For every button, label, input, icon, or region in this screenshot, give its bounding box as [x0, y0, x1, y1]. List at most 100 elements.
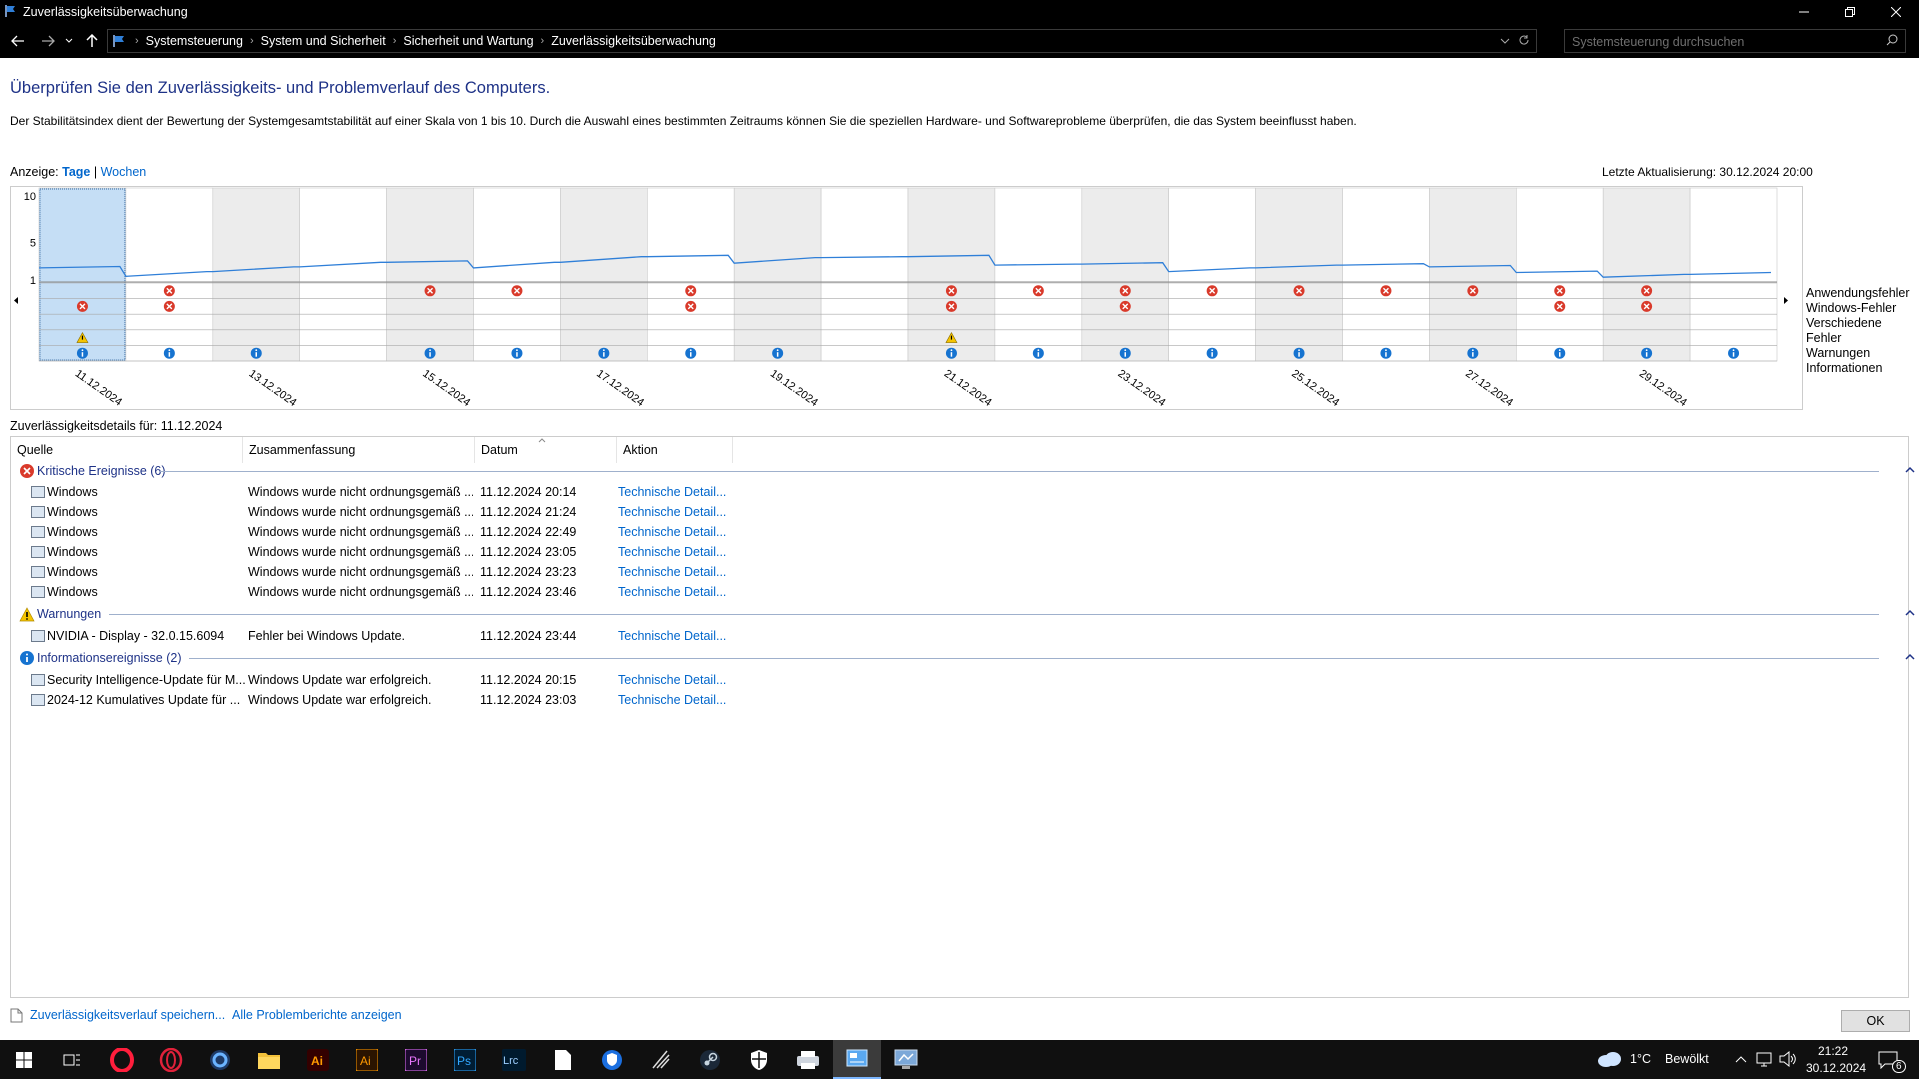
group-critical[interactable]: Kritische Ereignisse (6) [19, 462, 1915, 480]
taskbar-illustrator-dark[interactable]: Ai [294, 1040, 342, 1079]
collapse-icon[interactable] [1905, 652, 1915, 662]
taskbar-illustrator[interactable]: Ai [343, 1040, 391, 1079]
network-icon[interactable] [1756, 1052, 1774, 1067]
column-summary[interactable]: Zusammenfassung [243, 437, 475, 463]
address-dropdown-button[interactable] [1500, 35, 1510, 49]
taskbar-printer-app[interactable] [784, 1040, 832, 1079]
taskbar-opera-gx[interactable] [98, 1040, 146, 1079]
view-weeks-link[interactable]: Wochen [100, 165, 147, 179]
technical-details-link[interactable]: Technische Detail... [618, 629, 727, 643]
taskbar-premiere[interactable]: Pr [392, 1040, 440, 1079]
group-info[interactable]: Informationsereignisse (2) [19, 649, 1915, 667]
address-box[interactable]: › Systemsteuerung › System und Sicherhei… [107, 29, 1537, 53]
breadcrumb: › Systemsteuerung › System und Sicherhei… [112, 30, 716, 52]
notification-icon[interactable] [1878, 1051, 1898, 1069]
table-row[interactable]: Windows Windows wurde nicht ordnungsgemäß… [11, 502, 1901, 522]
taskbar-notepad[interactable] [539, 1040, 587, 1079]
clock-time[interactable]: 21:22 [1818, 1044, 1849, 1058]
row-source: Windows [31, 505, 98, 519]
illustrator-icon: Ai [356, 1048, 378, 1071]
search-input[interactable]: Systemsteuerung durchsuchen [1564, 29, 1906, 53]
breadcrumb-item-system-sicherheit[interactable]: System und Sicherheit [260, 34, 386, 48]
error-icon-mark [687, 287, 694, 294]
taskbar-reliability-monitor[interactable] [833, 1040, 881, 1079]
table-row[interactable]: Windows Windows wurde nicht ordnungsgemäß… [11, 582, 1901, 602]
x-tick-label: 17.12.2024 [594, 368, 646, 409]
taskbar-file-explorer[interactable] [245, 1040, 293, 1079]
window-app-icon [31, 525, 45, 538]
row-summary: Windows Update war erfolgreich. [248, 673, 432, 687]
taskbar-security[interactable] [735, 1040, 783, 1079]
scroll-right-arrow[interactable] [1784, 297, 1788, 304]
technical-details-link[interactable]: Technische Detail... [618, 585, 727, 599]
start-button[interactable] [0, 1040, 48, 1079]
minimize-button[interactable] [1781, 0, 1827, 24]
refresh-button[interactable] [1518, 34, 1530, 49]
row-source: Windows [31, 525, 98, 539]
row-date: 11.12.2024 23:46 [480, 585, 577, 599]
technical-details-link[interactable]: Technische Detail... [618, 673, 727, 687]
clock-date[interactable]: 30.12.2024 [1806, 1061, 1867, 1075]
info-icon-dot [429, 349, 431, 352]
recent-locations-button[interactable] [64, 32, 74, 50]
taskbar-shield-app[interactable] [588, 1040, 636, 1079]
table-row[interactable]: NVIDIA - Display - 32.0.15.6094 Fehler be… [11, 626, 1901, 646]
collapse-icon[interactable] [1905, 608, 1915, 618]
taskbar-photoshop[interactable]: Ps [441, 1040, 489, 1079]
table-row[interactable]: 2024-12 Kumulatives Update für ... Window… [11, 690, 1901, 710]
breadcrumb-separator: › [540, 35, 545, 47]
save-history-link[interactable]: Zuverlässigkeitsverlauf speichern... [30, 1008, 226, 1022]
breadcrumb-item-sicherheit-wartung[interactable]: Sicherheit und Wartung [403, 34, 534, 48]
stability-chart-svg[interactable]: 10 5 1 11.12.2024 13.12.2024 15.12.2024 17.12.… [11, 187, 1802, 409]
view-days-link[interactable]: Tage [62, 165, 91, 179]
error-icon-mark [1122, 287, 1129, 294]
window-app-icon [31, 505, 45, 518]
volume-icon[interactable] [1779, 1051, 1797, 1067]
back-button[interactable] [9, 32, 27, 50]
column-action[interactable]: Aktion [617, 437, 733, 463]
taskbar-remote-app[interactable] [882, 1040, 930, 1079]
ok-button[interactable]: OK [1841, 1010, 1910, 1032]
table-row[interactable]: Windows Windows wurde nicht ordnungsgemäß… [11, 482, 1901, 502]
taskbar-opera[interactable] [147, 1040, 195, 1079]
taskbar-lightroom[interactable]: Lrc [490, 1040, 538, 1079]
all-reports-link[interactable]: Alle Problemberichte anzeigen [232, 1008, 402, 1022]
window-app-icon [31, 545, 45, 558]
up-button[interactable] [83, 32, 101, 50]
technical-details-link[interactable]: Technische Detail... [618, 525, 727, 539]
close-button[interactable] [1873, 0, 1919, 24]
technical-details-link[interactable]: Technische Detail... [618, 485, 727, 499]
table-row[interactable]: Security Intelligence-Update für M... Win… [11, 670, 1901, 690]
windows-logo-icon [16, 1051, 32, 1068]
weather-temp[interactable]: 1°C [1630, 1052, 1651, 1066]
table-row[interactable]: Windows Windows wurde nicht ordnungsgemäß… [11, 542, 1901, 562]
page-description: Der Stabilitätsindex dient der Bewertung… [10, 114, 1357, 128]
taskbar-razer[interactable] [637, 1040, 685, 1079]
technical-details-link[interactable]: Technische Detail... [618, 693, 727, 707]
restore-button[interactable] [1827, 0, 1873, 24]
collapse-icon[interactable] [1905, 465, 1915, 475]
table-row[interactable]: Windows Windows wurde nicht ordnungsgemäß… [11, 562, 1901, 582]
task-view-button[interactable] [48, 1040, 96, 1079]
technical-details-link[interactable]: Technische Detail... [618, 505, 727, 519]
table-row[interactable]: Windows Windows wurde nicht ordnungsgemäß… [11, 522, 1901, 542]
weather-text[interactable]: Bewölkt [1665, 1052, 1709, 1066]
breadcrumb-item-zuverlaessigkeit[interactable]: Zuverlässigkeitsüberwachung [551, 34, 716, 48]
last-update: Letzte Aktualisierung: 30.12.2024 20:00 [1602, 165, 1813, 179]
scroll-left-arrow[interactable] [14, 297, 18, 304]
breadcrumb-item-systemsteuerung[interactable]: Systemsteuerung [145, 34, 243, 48]
group-warnings[interactable]: Warnungen [19, 605, 1915, 623]
technical-details-link[interactable]: Technische Detail... [618, 565, 727, 579]
reliability-chart[interactable]: 10 5 1 11.12.2024 13.12.2024 15.12.2024 17.12.… [10, 186, 1803, 410]
column-date[interactable]: Datum [475, 437, 617, 463]
error-icon-mark [1556, 303, 1563, 310]
taskbar-cortana[interactable] [196, 1040, 244, 1079]
info-icon-dot [950, 349, 953, 352]
info-icon-dot [1558, 349, 1561, 352]
forward-button[interactable] [39, 32, 57, 50]
chevron-up-icon[interactable] [1735, 1055, 1747, 1063]
column-source[interactable]: Quelle [11, 437, 243, 463]
taskbar-steam[interactable] [686, 1040, 734, 1079]
info-icon-dot [1732, 349, 1735, 352]
technical-details-link[interactable]: Technische Detail... [618, 545, 727, 559]
